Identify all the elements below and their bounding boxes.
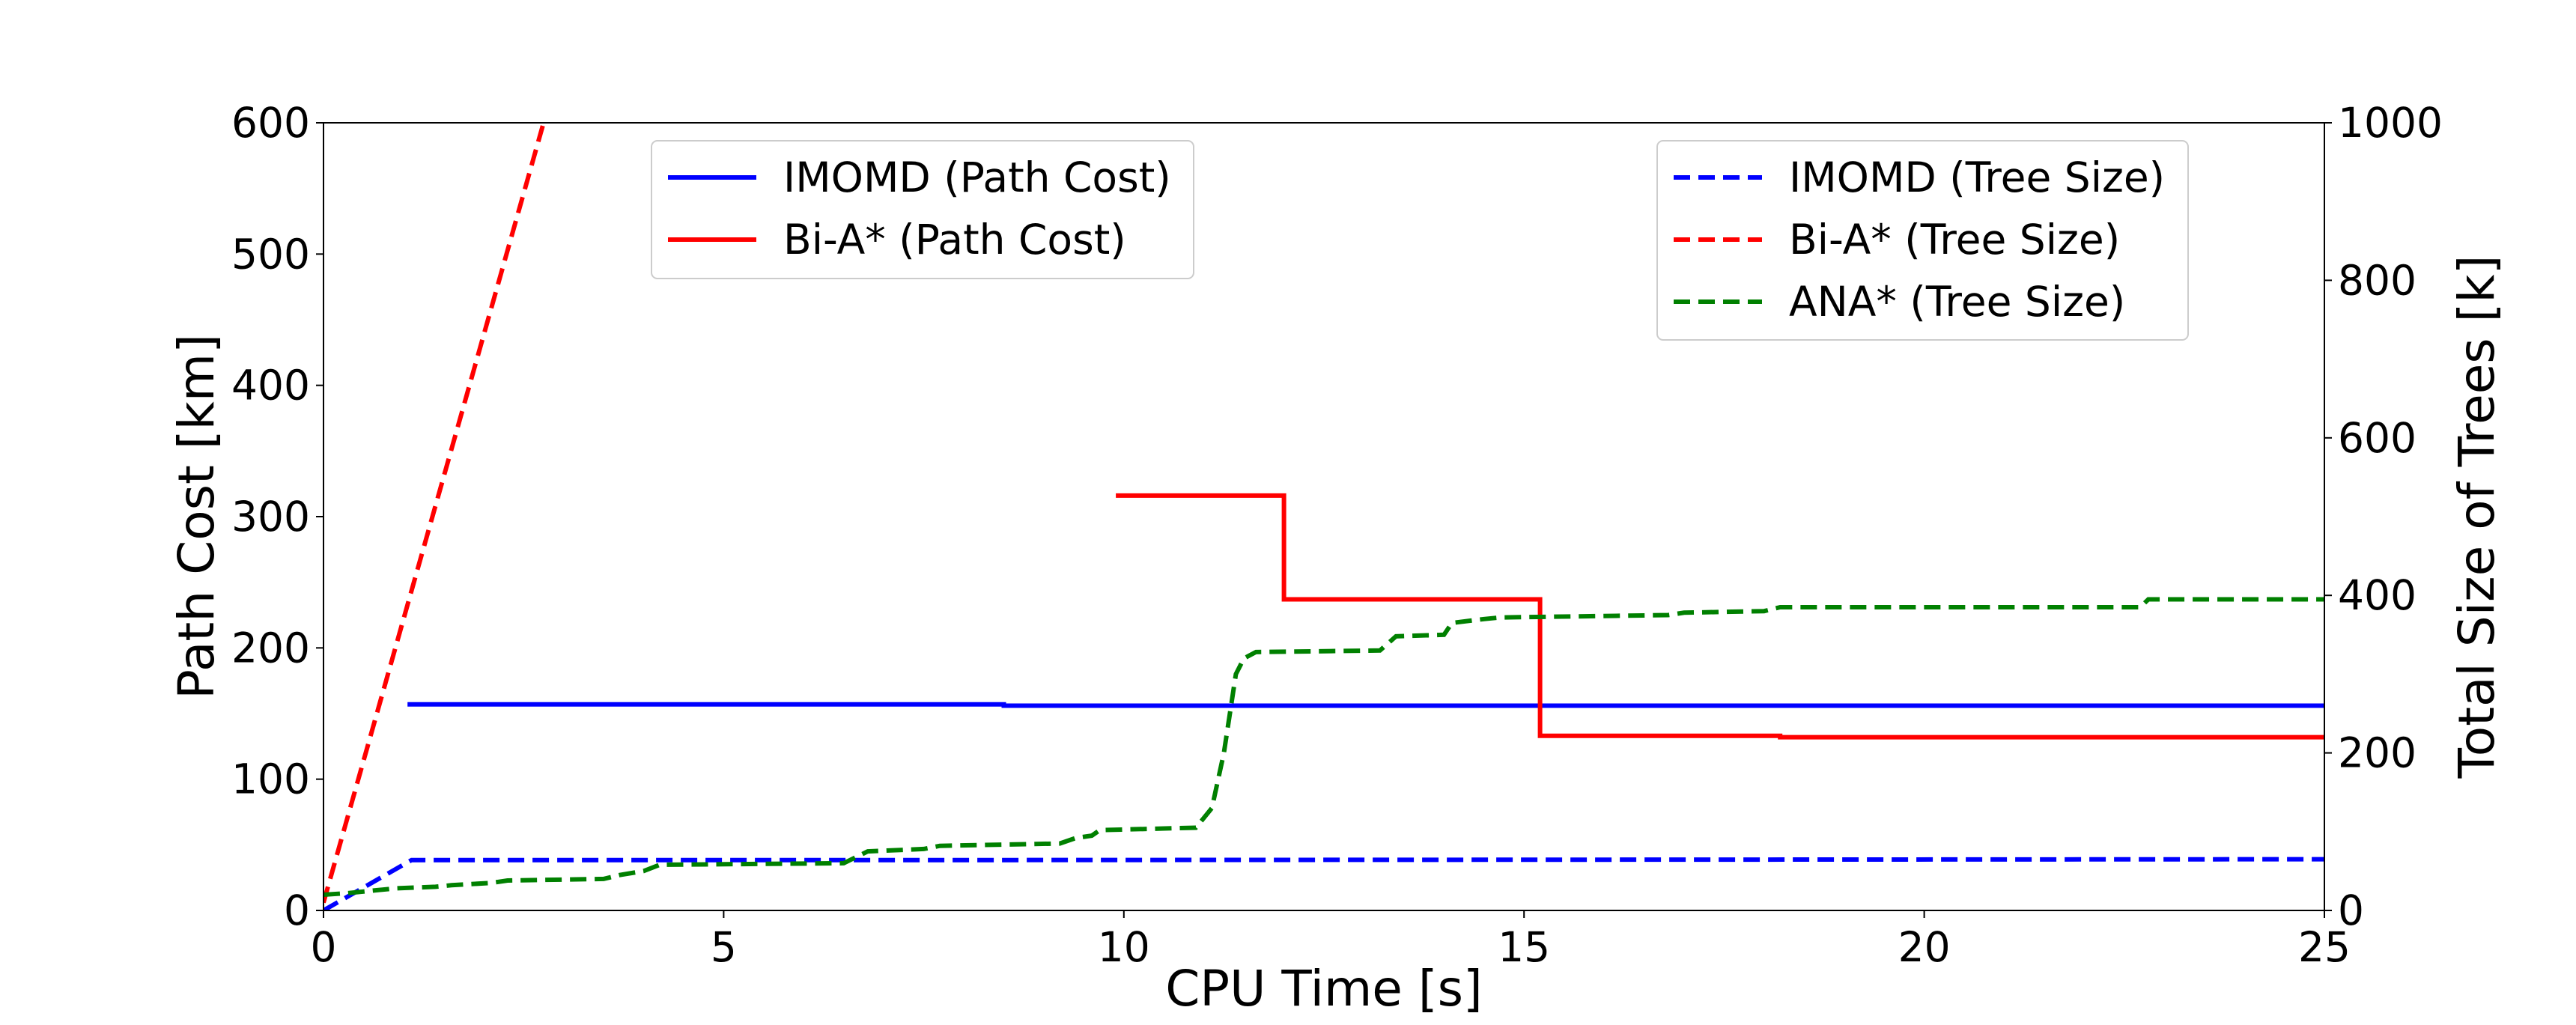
y-tick-label: 400	[231, 362, 310, 410]
y2-tick-label: 400	[2338, 571, 2416, 619]
series-line-ana-tree-size	[323, 597, 2324, 897]
y2-axis-label: Total Size of Trees [k]	[2448, 255, 2506, 779]
series-line-bi-a-tree-size	[323, 123, 546, 904]
y-tick-label: 600	[231, 99, 310, 147]
legend-label-ana-tree-size: ANA* (Tree Size)	[1789, 278, 2125, 326]
series-line-bi-a-path-cost	[1116, 493, 2324, 740]
x-axis-label: CPU Time [s]	[1165, 960, 1483, 1018]
series-layer	[323, 123, 2324, 910]
legend-top-left: IMOMD (Path Cost) Bi-A* (Path Cost)	[651, 140, 1194, 279]
series-line-imomd-tree-size	[323, 857, 2324, 910]
y-tick-label: 100	[231, 755, 310, 803]
x-tick-label: 20	[1898, 923, 1951, 971]
ticks-layer: 0 5 10 15 20 25010020030040050060002004006008…	[231, 99, 2443, 971]
legend-top-right: IMOMD (Tree Size) Bi-A* (Tree Size) ANA* (…	[1656, 140, 2189, 341]
y2-tick-label: 1000	[2338, 99, 2443, 147]
legend-label-bi-a-path-cost: Bi-A* (Path Cost)	[783, 216, 1126, 264]
legend-label-imomd-tree-size: IMOMD (Tree Size)	[1789, 153, 2165, 201]
y2-tick-label: 600	[2338, 414, 2416, 462]
x-tick-label: 10	[1098, 923, 1150, 971]
x-tick-label: 15	[1498, 923, 1550, 971]
x-tick-label: 25	[2298, 923, 2351, 971]
y-tick-label: 300	[231, 493, 310, 541]
y-axis-label: Path Cost [km]	[168, 334, 225, 699]
y-tick-label: 500	[231, 230, 310, 278]
y-tick-label: 200	[231, 624, 310, 672]
legend-frame	[651, 140, 1194, 279]
y2-tick-label: 800	[2338, 256, 2416, 304]
legend-layer: IMOMD (Path Cost)Bi-A* (Path Cost)IMOMD …	[651, 140, 2189, 341]
legend-frame	[1656, 140, 2189, 341]
x-tick-label: 0	[311, 923, 337, 971]
series-line-imomd-path-cost	[407, 702, 2324, 708]
x-tick-label: 5	[711, 923, 737, 971]
legend-label-bi-a-tree-size: Bi-A* (Tree Size)	[1789, 216, 2120, 264]
y2-tick-label: 0	[2338, 886, 2364, 934]
legend-label-imomd-path-cost: IMOMD (Path Cost)	[783, 153, 1171, 201]
y-tick-label: 0	[284, 886, 310, 934]
y2-tick-label: 200	[2338, 729, 2416, 777]
